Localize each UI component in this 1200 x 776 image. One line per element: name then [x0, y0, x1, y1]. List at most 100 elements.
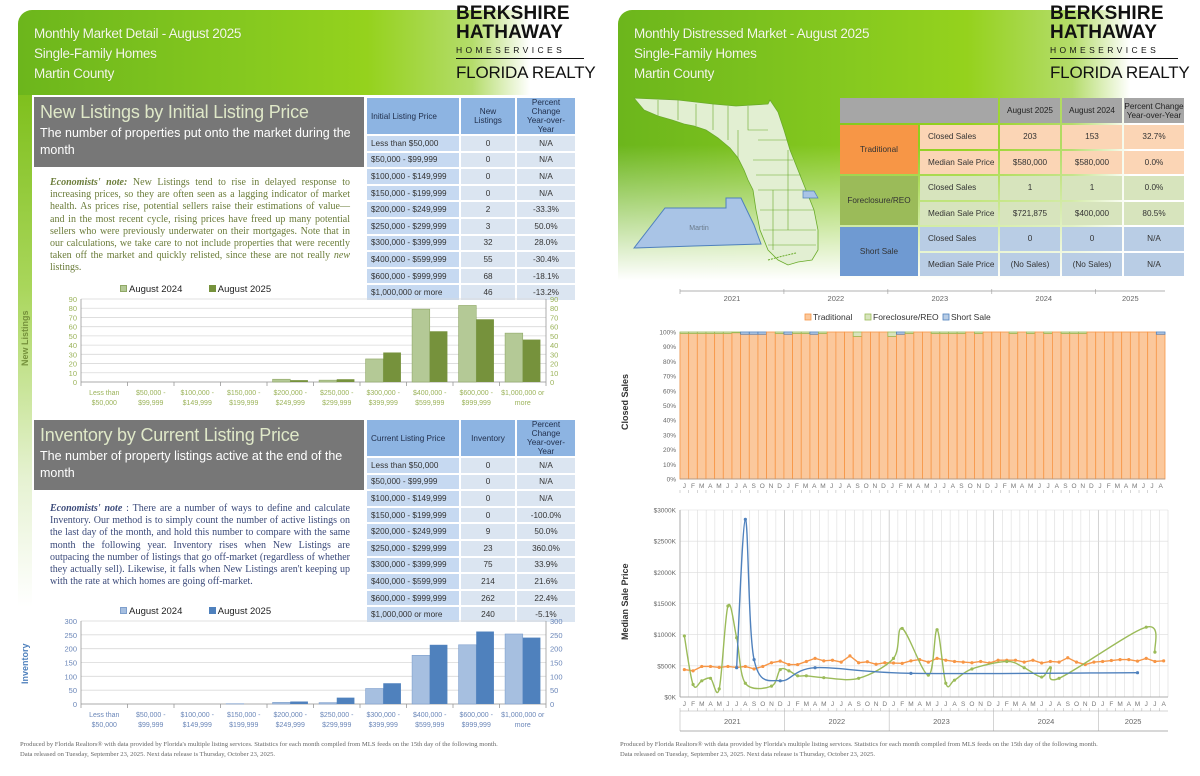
bar-short-sale — [1155, 331, 1166, 335]
x-tick-label: more — [515, 722, 531, 729]
bar-short-sale — [896, 331, 906, 335]
bar-traditional — [783, 333, 793, 480]
price-range-cell: $50,000 - $99,999 — [367, 152, 459, 168]
bar-august-2024 — [272, 378, 291, 383]
month-tick-label: M — [1013, 701, 1018, 708]
month-tick-label: J — [735, 701, 738, 708]
bar-traditional — [904, 333, 915, 480]
month-tick-label: J — [996, 701, 999, 708]
month-tick-label: M — [699, 701, 704, 708]
x-tick-label: Less than — [89, 390, 119, 397]
bar-foreclosure-reo — [930, 331, 941, 334]
category-traditional: Traditional — [840, 125, 918, 174]
bar-august-2025 — [476, 631, 494, 704]
point-foreclosure-reo — [891, 656, 896, 660]
x-tick-label: $400,000 - — [413, 390, 447, 397]
logo-divider — [456, 58, 584, 59]
y-tick-label: $2000K — [654, 570, 677, 577]
y-tick-label: 50 — [69, 332, 77, 341]
month-tick-label: M — [926, 701, 931, 708]
percent-change-cell: -30.4% — [517, 252, 575, 267]
month-tick-label: J — [840, 701, 843, 708]
y-tick-label: 50% — [663, 403, 676, 410]
y-axis-title: Closed Sales — [620, 373, 630, 430]
bar-foreclosure-reo — [792, 331, 802, 334]
legend-swatch — [864, 313, 872, 321]
month-tick-label: J — [944, 701, 947, 708]
month-tick-label: M — [699, 483, 704, 490]
x-tick-label: $50,000 — [92, 400, 117, 407]
month-tick-label: A — [1158, 483, 1163, 490]
month-tick-label: M — [1011, 483, 1016, 490]
brand-logo: BERKSHIRE HATHAWAY HOMESERVICES FLORIDA … — [456, 4, 596, 83]
footer-line-2: Data released on Tuesday, September 23, … — [20, 751, 276, 758]
col-header-blank — [840, 98, 998, 123]
point-traditional — [1013, 658, 1018, 662]
x-tick-label: $600,000 - — [460, 390, 494, 397]
y-tick-label: 30% — [663, 432, 676, 439]
x-tick-label: $1,000,000 or — [501, 390, 545, 397]
point-traditional — [691, 669, 695, 673]
county-name: Martin County — [34, 66, 115, 81]
legend-label: Traditional — [813, 312, 852, 322]
month-tick-label: J — [839, 483, 842, 490]
section-subtitle: The number of properties put onto the ma… — [40, 126, 351, 157]
inventory-chart: 0 0 50 50 100 100 150 150 200 200 250 250 300 300 Less… — [64, 617, 562, 729]
price-range-cell: $400,000 - $599,999 — [367, 574, 459, 589]
bar-traditional — [1155, 333, 1166, 480]
bar-august-2024 — [458, 644, 477, 705]
value-2025: (No Sales) — [1000, 252, 1060, 276]
legend-swatch — [942, 313, 950, 321]
count-cell: 0 — [461, 474, 515, 490]
metric-label: Closed Sales — [920, 125, 998, 149]
bar-traditional — [1034, 331, 1045, 480]
table-row: $400,000 - $599,999 55 -30.4% — [367, 252, 575, 267]
month-tick-label: F — [899, 483, 903, 490]
y-tick-label: 0% — [667, 477, 677, 484]
month-tick-label: M — [907, 483, 912, 490]
logo-line-2: HATHAWAY — [1050, 22, 1158, 43]
bar-traditional — [870, 331, 880, 480]
point-traditional — [717, 665, 721, 669]
month-tick-label: F — [1109, 701, 1113, 708]
month-tick-label: J — [831, 701, 834, 708]
y-tick-label: 10% — [663, 462, 676, 469]
point-short-sale — [735, 666, 739, 670]
price-range-cell: $250,000 - $299,999 — [367, 540, 459, 556]
note-body-end: listings. — [50, 262, 82, 274]
month-tick-label: S — [856, 701, 861, 708]
count-cell: 32 — [461, 235, 515, 251]
price-range-cell: $300,000 - $399,999 — [367, 557, 459, 573]
point-traditional — [726, 664, 730, 669]
point-foreclosure-reo — [822, 676, 826, 680]
value-2025: 203 — [1000, 125, 1060, 149]
bar-traditional — [930, 333, 941, 480]
month-tick-label: J — [1098, 483, 1101, 490]
x-tick-label: $149,999 — [183, 400, 212, 407]
bar-traditional — [748, 333, 759, 480]
month-tick-label: M — [1135, 701, 1140, 708]
x-tick-label: $999,999 — [462, 722, 491, 729]
point-short-sale — [813, 666, 817, 670]
bar-traditional — [818, 333, 828, 480]
y-tick-label-right: 10 — [550, 369, 558, 378]
y-tick-label: 200 — [64, 645, 77, 654]
table-row: $300,000 - $399,999 75 33.9% — [367, 557, 575, 573]
value-2024: 0 — [1062, 227, 1122, 251]
value-2025: 0 — [1000, 227, 1060, 251]
month-tick-label: S — [855, 483, 860, 490]
month-tick-label: N — [769, 701, 774, 708]
line-short-sale — [735, 518, 1138, 682]
count-cell: 0 — [461, 169, 515, 184]
x-tick-label: $599,999 — [415, 722, 444, 729]
month-tick-label: O — [1074, 701, 1079, 708]
table-row: Traditional Closed Sales 203 153 32.7% — [840, 125, 1184, 174]
note-body: New Listings tend to rise in delayed res… — [50, 177, 350, 262]
point-traditional — [839, 660, 843, 664]
month-tick-label: M — [821, 701, 826, 708]
month-tick-label: M — [716, 483, 721, 490]
logo-line-2: HATHAWAY — [456, 22, 564, 43]
month-tick-label: D — [778, 701, 783, 708]
month-tick-label: S — [959, 483, 964, 490]
page-header: Monthly Market Detail - August 2025 Sing… — [34, 24, 241, 84]
